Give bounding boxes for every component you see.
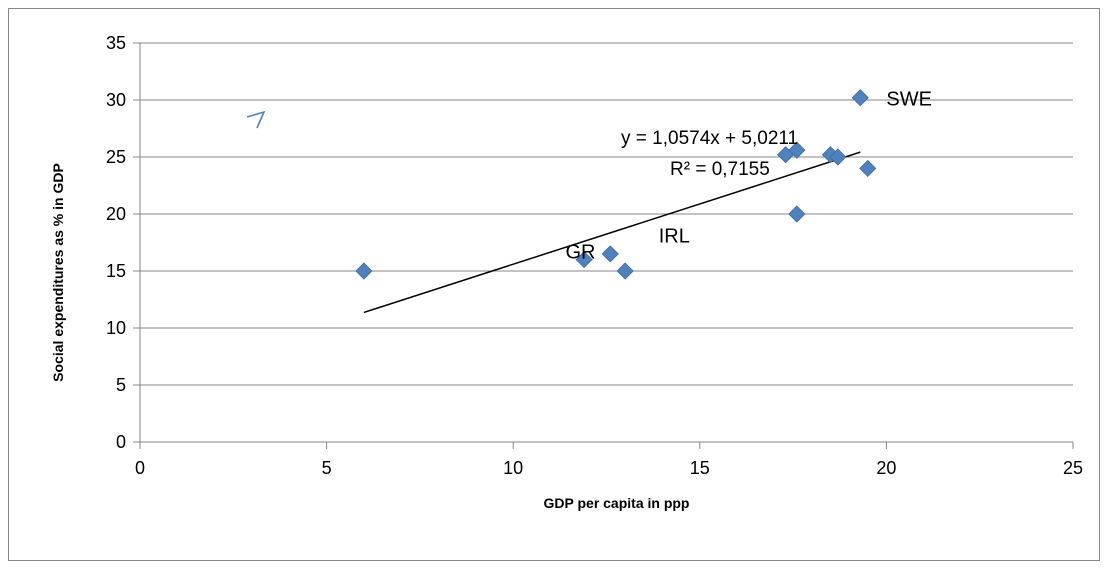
trend-r-squared: R² = 0,7155 [670, 159, 770, 180]
point-annotations: SWE GR IRL [565, 89, 932, 264]
x-tick-label: 10 [503, 458, 523, 478]
point-label: GR [565, 241, 595, 263]
point-label: IRL [659, 226, 690, 248]
y-tick-label: 10 [106, 318, 126, 338]
data-point [788, 205, 806, 223]
y-tick-label: 25 [106, 147, 126, 167]
y-axis-title: Social expenditures as % in GDP [50, 163, 66, 382]
y-tick-label: 30 [106, 90, 126, 110]
x-tick-label: 0 [135, 458, 145, 478]
data-point [851, 89, 869, 107]
tick-labels: 0 5 10 15 20 25 30 35 0 5 10 15 20 25 [106, 33, 1083, 478]
data-point [601, 245, 619, 263]
data-points [355, 89, 877, 280]
data-point [829, 148, 847, 166]
gridlines [140, 42, 1073, 386]
x-tick-label: 20 [876, 458, 896, 478]
trend-equation: y = 1,0574x + 5,0211 [621, 128, 798, 149]
axes [133, 42, 1074, 449]
x-tick-label: 15 [690, 458, 710, 478]
y-tick-label: 15 [106, 261, 126, 281]
data-point [355, 262, 373, 280]
trend-line [363, 151, 861, 314]
data-point [575, 251, 593, 269]
point-label: SWE [886, 89, 932, 111]
y-tick-label: 35 [106, 33, 126, 53]
y-tick-label: 5 [116, 375, 126, 395]
x-tick-label: 5 [322, 458, 332, 478]
x-axis-title: GDP per capita in ppp [544, 495, 690, 511]
y-tick-label: 0 [116, 432, 126, 452]
data-point [859, 159, 877, 177]
x-tick-label: 25 [1063, 458, 1083, 478]
data-point [788, 141, 806, 159]
stray-pen-mark [246, 110, 266, 129]
data-point [616, 262, 634, 280]
y-tick-label: 20 [106, 204, 126, 224]
